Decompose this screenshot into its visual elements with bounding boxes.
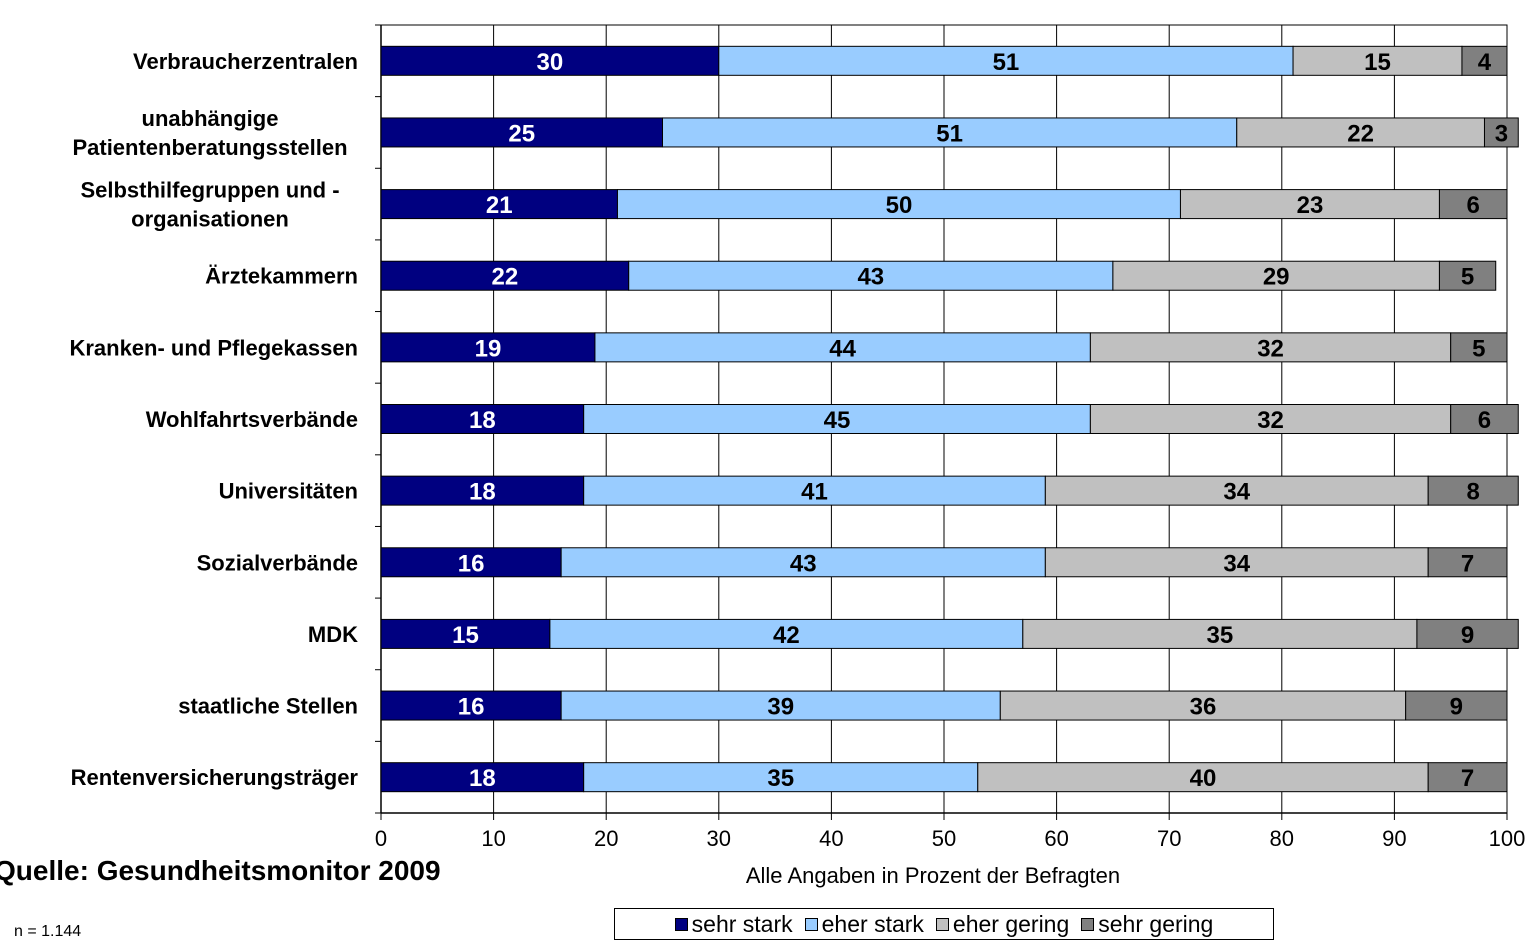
data-label-1-row-7: 18 [469, 479, 496, 506]
x-tick-label-70: 70 [1157, 826, 1181, 851]
data-label-2-row-4: 43 [857, 264, 884, 291]
legend-label-sehr-gering: sehr gering [1098, 911, 1213, 938]
legend-label-sehr-stark: sehr stark [692, 911, 793, 938]
category-label: Patientenberatungsstellen [72, 135, 347, 160]
category-label: Kranken- und Pflegekassen [69, 335, 358, 360]
category-label: Sozialverbände [197, 550, 358, 575]
data-label-2-row-7: 41 [801, 479, 828, 506]
data-label-2-row-8: 43 [790, 550, 817, 577]
category-label: Wohlfahrtsverbände [146, 407, 358, 432]
category-label: Rentenversicherungsträger [71, 765, 359, 790]
data-label-1-row-10: 16 [458, 694, 485, 721]
data-label-4-row-10: 9 [1450, 694, 1463, 721]
data-label-2-row-6: 45 [824, 407, 851, 434]
data-label-4-row-4: 5 [1461, 264, 1474, 291]
x-tick-label-30: 30 [707, 826, 731, 851]
legend-swatch-eher-stark [805, 918, 818, 931]
data-label-1-row-4: 22 [492, 264, 519, 291]
data-label-1-row-6: 18 [469, 407, 496, 434]
data-label-2-row-1: 51 [993, 49, 1020, 76]
data-label-4-row-6: 6 [1478, 407, 1491, 434]
data-label-2-row-5: 44 [829, 335, 856, 362]
legend-item-eher-stark: eher stark [805, 911, 924, 938]
legend-label-eher-gering: eher gering [953, 911, 1069, 938]
legend-item-sehr-stark: sehr stark [675, 911, 793, 938]
x-tick-label-50: 50 [932, 826, 956, 851]
x-tick-label-40: 40 [819, 826, 843, 851]
x-axis-title: Alle Angaben in Prozent der Befragten [746, 863, 1120, 888]
x-tick-label-90: 90 [1382, 826, 1406, 851]
category-label: Ärztekammern [205, 264, 358, 289]
x-tick-label-100: 100 [1489, 826, 1526, 851]
data-label-1-row-11: 18 [469, 765, 496, 792]
data-label-4-row-9: 9 [1461, 622, 1474, 649]
data-label-1-row-1: 30 [537, 49, 564, 76]
data-label-3-row-7: 34 [1223, 479, 1250, 506]
category-label: MDK [308, 622, 358, 647]
data-label-4-row-5: 5 [1472, 335, 1485, 362]
x-tick-label-80: 80 [1270, 826, 1294, 851]
legend-item-eher-gering: eher gering [936, 911, 1069, 938]
data-label-2-row-9: 42 [773, 622, 800, 649]
category-label: Selbsthilfegruppen und - [80, 178, 339, 203]
data-label-4-row-3: 6 [1467, 192, 1480, 219]
legend-label-eher-stark: eher stark [822, 911, 924, 938]
data-label-3-row-11: 40 [1190, 765, 1217, 792]
data-label-3-row-1: 15 [1364, 49, 1391, 76]
legend-item-sehr-gering: sehr gering [1081, 911, 1213, 938]
data-label-1-row-9: 15 [452, 622, 479, 649]
data-label-3-row-4: 29 [1263, 264, 1290, 291]
data-label-1-row-2: 25 [508, 120, 535, 147]
data-label-4-row-11: 7 [1461, 765, 1474, 792]
data-label-3-row-10: 36 [1190, 694, 1217, 721]
data-label-3-row-6: 32 [1257, 407, 1284, 434]
legend-swatch-sehr-gering [1081, 918, 1094, 931]
legend-swatch-sehr-stark [675, 918, 688, 931]
x-tick-label-10: 10 [481, 826, 505, 851]
sample-size-note: n = 1.144 [14, 923, 81, 941]
x-tick-label-60: 60 [1044, 826, 1068, 851]
data-label-2-row-10: 39 [767, 694, 794, 721]
category-label: Universitäten [219, 479, 358, 504]
category-label: organisationen [131, 207, 289, 232]
data-label-2-row-11: 35 [767, 765, 794, 792]
x-tick-label-0: 0 [375, 826, 387, 851]
legend-swatch-eher-gering [936, 918, 949, 931]
data-label-3-row-2: 22 [1347, 120, 1374, 147]
category-label: unabhängige [142, 106, 279, 131]
data-label-1-row-8: 16 [458, 550, 485, 577]
data-label-1-row-3: 21 [486, 192, 513, 219]
category-label: Verbraucherzentralen [133, 49, 358, 74]
data-label-4-row-1: 4 [1478, 49, 1492, 76]
data-label-2-row-2: 51 [936, 120, 963, 147]
data-label-4-row-2: 3 [1495, 120, 1508, 147]
data-label-3-row-3: 23 [1297, 192, 1324, 219]
data-label-1-row-5: 19 [475, 335, 502, 362]
chart-legend: sehr stark eher stark eher gering sehr g… [614, 908, 1274, 940]
data-label-4-row-7: 8 [1467, 479, 1480, 506]
category-label: staatliche Stellen [178, 694, 358, 719]
data-label-2-row-3: 50 [886, 192, 913, 219]
data-label-4-row-8: 7 [1461, 550, 1474, 577]
data-label-3-row-5: 32 [1257, 335, 1284, 362]
source-caption: Quelle: Gesundheitsmonitor 2009 [0, 855, 441, 887]
x-tick-label-20: 20 [594, 826, 618, 851]
data-label-3-row-8: 34 [1223, 550, 1250, 577]
data-label-3-row-9: 35 [1207, 622, 1234, 649]
